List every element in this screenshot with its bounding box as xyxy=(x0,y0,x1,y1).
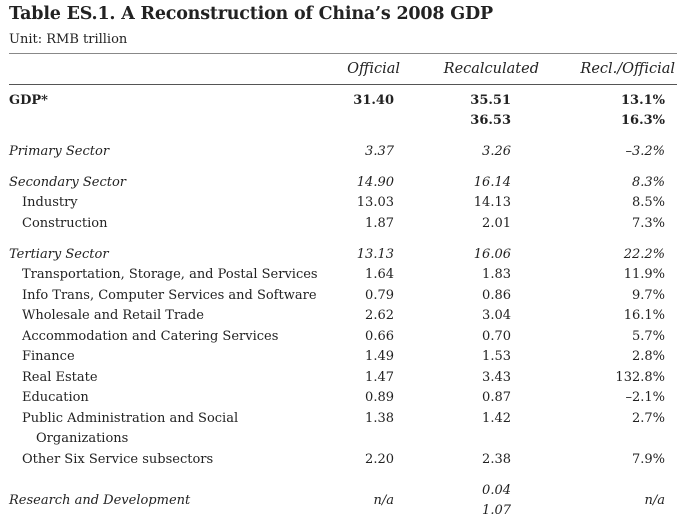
row-other-official: 2.20 xyxy=(365,452,394,467)
row-gdp-ratio-alt: 16.3% xyxy=(620,113,665,128)
row-publicadmin-official: 1.38 xyxy=(365,411,394,426)
row-finance-label: Finance xyxy=(22,349,75,364)
row-finance-official: 1.49 xyxy=(365,349,394,364)
row-primary-official: 3.37 xyxy=(365,144,394,159)
row-primary-label: Primary Sector xyxy=(9,144,110,159)
row-accommodation-ratio: 5.7% xyxy=(631,329,665,344)
row-education-ratio: –2.1% xyxy=(625,390,665,405)
row-education-label: Education xyxy=(22,390,89,405)
row-info-ratio: 9.7% xyxy=(631,288,665,303)
row-rnd-label: Research and Development xyxy=(9,493,191,508)
row-transport-recalc: 1.83 xyxy=(482,267,511,282)
row-construction-recalc: 2.01 xyxy=(482,216,511,231)
row-rnd-ratio: n/a xyxy=(644,493,665,508)
row-secondary-label: Secondary Sector xyxy=(9,175,126,190)
row-industry-ratio: 8.5% xyxy=(631,195,665,210)
row-rnd-recalc-alt: 1.07 xyxy=(482,503,511,518)
row-primary-recalc: 3.26 xyxy=(482,144,511,159)
header-recalculated: Recalculated xyxy=(443,61,539,77)
row-info-label: Info Trans, Computer Services and Softwa… xyxy=(22,288,317,303)
row-publicadmin-label-cont: Organizations xyxy=(36,431,129,446)
row-finance-ratio: 2.8% xyxy=(631,349,665,364)
row-accommodation-recalc: 0.70 xyxy=(482,329,511,344)
row-secondary-official: 14.90 xyxy=(356,175,394,190)
row-transport-official: 1.64 xyxy=(365,267,394,282)
row-transport-ratio: 11.9% xyxy=(623,267,665,282)
row-education-recalc: 0.87 xyxy=(482,390,511,405)
row-realestate-label: Real Estate xyxy=(22,370,98,385)
row-tertiary-recalc: 16.06 xyxy=(473,247,511,262)
row-secondary-ratio: 8.3% xyxy=(631,175,665,190)
row-tertiary-ratio: 22.2% xyxy=(623,247,665,262)
row-wholesale-official: 2.62 xyxy=(365,308,394,323)
row-tertiary-label: Tertiary Sector xyxy=(9,247,109,262)
row-construction-ratio: 7.3% xyxy=(631,216,665,231)
row-accommodation-official: 0.66 xyxy=(365,329,394,344)
row-finance-recalc: 1.53 xyxy=(482,349,511,364)
row-construction-official: 1.87 xyxy=(365,216,394,231)
row-wholesale-recalc: 3.04 xyxy=(482,308,511,323)
top-rule xyxy=(9,53,677,54)
row-industry-recalc: 14.13 xyxy=(473,195,511,210)
row-gdp-label: GDP* xyxy=(9,93,48,108)
unit-note: Unit: RMB trillion xyxy=(9,32,128,47)
row-publicadmin-ratio: 2.7% xyxy=(631,411,665,426)
row-construction-label: Construction xyxy=(22,216,108,231)
row-other-label: Other Six Service subsectors xyxy=(22,452,214,467)
row-gdp-recalc: 35.51 xyxy=(470,93,511,108)
row-transport-label: Transportation, Storage, and Postal Serv… xyxy=(22,267,318,282)
row-industry-official: 13.03 xyxy=(356,195,394,210)
header-ratio: Recl./Official xyxy=(580,61,675,77)
row-rnd-official: n/a xyxy=(373,493,394,508)
row-primary-ratio: –3.2% xyxy=(625,144,665,159)
row-gdp-ratio: 13.1% xyxy=(620,93,665,108)
row-realestate-recalc: 3.43 xyxy=(482,370,511,385)
row-info-recalc: 0.86 xyxy=(482,288,511,303)
row-rnd-recalc: 0.04 xyxy=(482,483,511,498)
row-gdp-recalc-alt: 36.53 xyxy=(470,113,511,128)
row-gdp-official: 31.40 xyxy=(353,93,394,108)
row-accommodation-label: Accommodation and Catering Services xyxy=(22,329,279,344)
header-rule xyxy=(9,84,677,85)
row-realestate-ratio: 132.8% xyxy=(615,370,665,385)
row-tertiary-official: 13.13 xyxy=(356,247,394,262)
row-other-ratio: 7.9% xyxy=(631,452,665,467)
row-realestate-official: 1.47 xyxy=(365,370,394,385)
row-education-official: 0.89 xyxy=(365,390,394,405)
row-other-recalc: 2.38 xyxy=(482,452,511,467)
row-wholesale-label: Wholesale and Retail Trade xyxy=(22,308,204,323)
row-wholesale-ratio: 16.1% xyxy=(623,308,665,323)
row-info-official: 0.79 xyxy=(365,288,394,303)
table-title: Table ES.1. A Reconstruction of China’s … xyxy=(9,4,493,24)
row-secondary-recalc: 16.14 xyxy=(473,175,511,190)
row-publicadmin-recalc: 1.42 xyxy=(482,411,511,426)
header-official: Official xyxy=(347,61,400,77)
row-publicadmin-label: Public Administration and Social xyxy=(22,411,239,426)
row-industry-label: Industry xyxy=(22,195,78,210)
